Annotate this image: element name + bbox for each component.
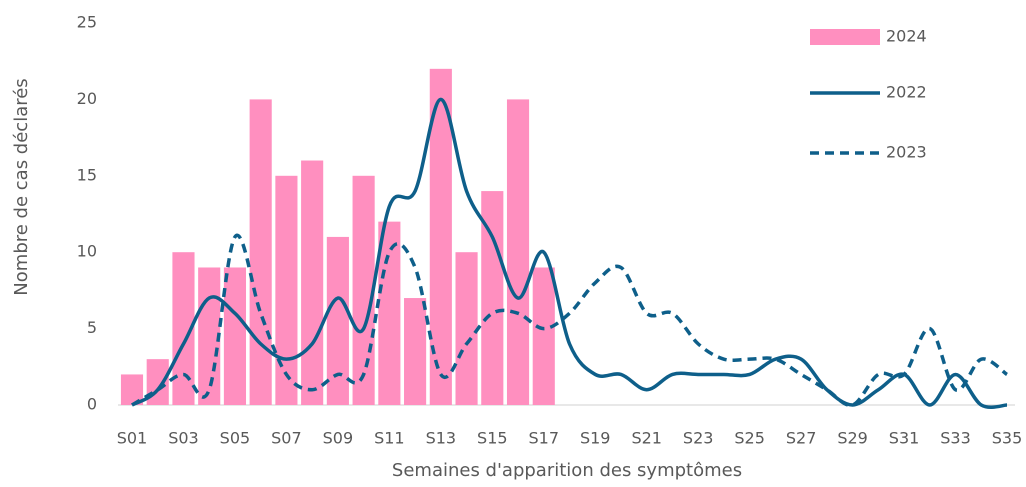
x-axis-title: Semaines d'apparition des symptômes — [392, 460, 742, 481]
x-tick-label: S11 — [374, 429, 405, 448]
bar — [481, 191, 504, 405]
y-tick-label: 5 — [87, 318, 97, 337]
legend-label: 2023 — [886, 143, 927, 162]
x-tick-label: S01 — [117, 429, 148, 448]
legend-swatch — [810, 29, 880, 45]
legend-label: 2024 — [886, 27, 927, 46]
x-tick-label: S15 — [477, 429, 508, 448]
x-tick-label: S23 — [683, 429, 714, 448]
y-tick-label: 25 — [77, 13, 97, 32]
y-tick-label: 15 — [77, 165, 97, 184]
y-tick-label: 0 — [87, 395, 97, 414]
bar — [301, 160, 324, 405]
y-tick-label: 20 — [77, 89, 97, 108]
y-tick-label: 10 — [77, 242, 97, 261]
x-tick-label: S21 — [631, 429, 662, 448]
x-tick-label: S13 — [426, 429, 457, 448]
bar — [172, 252, 195, 405]
bar — [275, 175, 298, 405]
bar — [455, 252, 478, 405]
x-tick-label: S31 — [889, 429, 920, 448]
bar — [506, 99, 530, 406]
x-tick-label: S25 — [734, 429, 765, 448]
y-axis-title: Nombre de cas déclarés — [11, 78, 32, 295]
x-tick-label: S27 — [786, 429, 817, 448]
x-tick-label: S29 — [837, 429, 868, 448]
bar — [223, 267, 247, 405]
x-tick-label: S17 — [529, 429, 560, 448]
bar — [429, 68, 452, 405]
bar — [326, 236, 349, 405]
x-tick-label: S07 — [271, 429, 302, 448]
x-tick-label: S35 — [992, 429, 1023, 448]
bar — [120, 374, 144, 405]
x-tick-label: S03 — [168, 429, 199, 448]
legend-label: 2022 — [886, 83, 927, 102]
x-tick-label: S09 — [323, 429, 354, 448]
bar — [249, 99, 272, 406]
x-tick-label: S05 — [220, 429, 251, 448]
bar — [404, 298, 427, 405]
bar — [532, 267, 555, 405]
x-tick-label: S19 — [580, 429, 611, 448]
line — [131, 97, 1008, 409]
bar — [378, 221, 401, 405]
x-tick-label: S33 — [940, 429, 971, 448]
